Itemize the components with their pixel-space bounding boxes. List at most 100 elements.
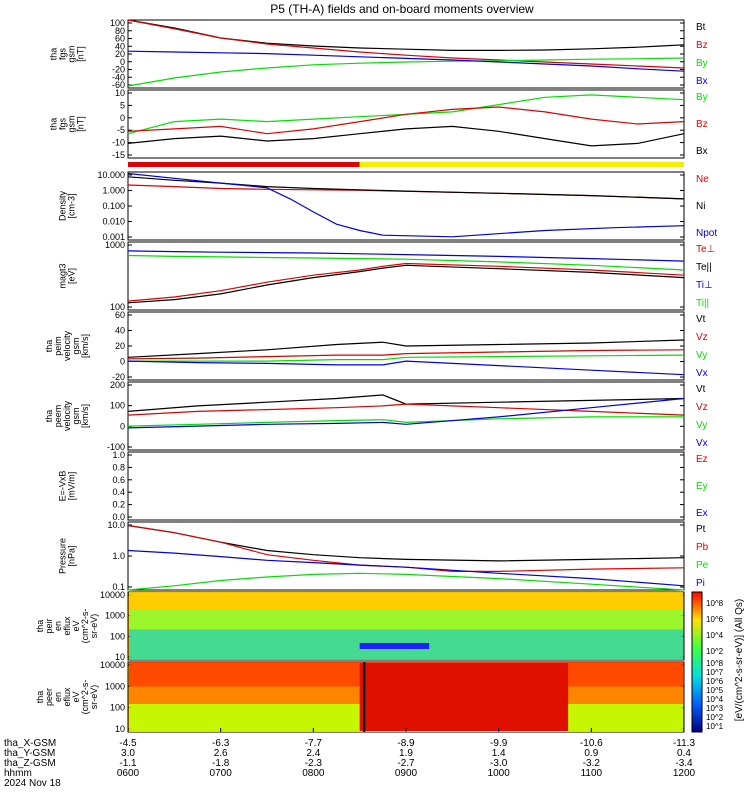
colorbar-tick: 10^4 xyxy=(706,695,724,704)
legend-Bz: Bz xyxy=(696,119,708,130)
mode-bar-segment xyxy=(128,162,360,167)
y-tick-label: 100 xyxy=(110,302,125,312)
x-row-label: 2024 Nov 18 xyxy=(4,778,61,789)
y-tick-label: 10.0 xyxy=(107,520,125,530)
legend-Ti⊥: Ti⊥ xyxy=(696,280,713,291)
y-tick-label: 0.010 xyxy=(102,217,125,227)
series-line-Bz xyxy=(127,19,685,69)
panel-frame-fgs_gsm_2 xyxy=(127,89,685,159)
x-tick-label: -11.3 xyxy=(673,738,695,749)
y-axis-label: peem xyxy=(53,405,63,428)
y-axis-label: peir xyxy=(44,618,54,633)
y-tick-label: 100 xyxy=(110,401,125,411)
y-axis-label: (cm^2-s- xyxy=(80,680,90,715)
legend-Ez: Ez xyxy=(696,454,708,465)
spectrogram-band xyxy=(359,663,569,731)
y-tick-label: -5 xyxy=(117,125,125,135)
series-line-Pi xyxy=(127,549,685,587)
y-axis-label: en xyxy=(53,621,63,631)
x-tick-label: -10.6 xyxy=(580,738,603,749)
y-tick-label: 1000 xyxy=(105,611,125,621)
legend-Pb: Pb xyxy=(696,542,709,553)
y-tick-label: 10 xyxy=(115,724,125,734)
legend-Pe: Pe xyxy=(696,560,709,571)
panel-frame-fgs_gsm_1 xyxy=(127,19,685,89)
x-tick-label: -2.3 xyxy=(305,758,323,769)
legend-Vy: Vy xyxy=(696,350,707,361)
y-tick-label: 1.0 xyxy=(112,551,125,561)
y-axis-label: tha xyxy=(49,48,59,61)
spectrogram-band xyxy=(129,609,683,630)
series-line-Bx xyxy=(127,125,685,147)
y-tick-label: -60 xyxy=(112,80,125,90)
y-axis-label: tha xyxy=(35,620,45,633)
y-tick-label: 10000 xyxy=(100,590,125,600)
x-tick-label: 0900 xyxy=(395,768,418,779)
y-tick-label: -20 xyxy=(112,65,125,75)
colorbar-tick: 10^5 xyxy=(706,686,724,695)
y-axis-label: tha xyxy=(44,410,54,423)
legend-Vz: Vz xyxy=(696,332,708,343)
legend-Ne: Ne xyxy=(696,174,709,185)
y-axis-label: velocity xyxy=(62,330,72,361)
x-tick-label: 0800 xyxy=(302,768,325,779)
legend-Bt: Bt xyxy=(696,22,706,33)
legend-Vx: Vx xyxy=(696,368,708,379)
y-axis-label: gsm xyxy=(67,45,77,62)
y-tick-label: 0.6 xyxy=(112,475,125,485)
y-axis-label: Pressure xyxy=(58,538,68,574)
y-axis-label: sr-eV) xyxy=(89,614,99,639)
y-tick-label: 10 xyxy=(115,88,125,98)
y-tick-label: 10.000 xyxy=(97,170,125,180)
x-tick-label: -8.9 xyxy=(397,738,415,749)
y-axis-label: [nT] xyxy=(76,46,86,62)
panel-frame-peem_velocity xyxy=(127,381,685,451)
x-tick-label: 0600 xyxy=(117,768,140,779)
legend-Te⊥: Te⊥ xyxy=(696,244,715,255)
colorbar-label: [eV/(cm^2-s-sr-eV)] (All Qs) xyxy=(734,599,745,721)
y-tick-label: 40 xyxy=(115,41,125,51)
y-tick-label: 60 xyxy=(115,34,125,44)
y-tick-label: 1000 xyxy=(105,681,125,691)
y-tick-label: -15 xyxy=(112,150,125,160)
y-tick-label: 0.2 xyxy=(112,500,125,510)
y-axis-label: eV xyxy=(71,691,81,702)
legend-Ex: Ex xyxy=(696,508,708,519)
series-line-Te⊥ xyxy=(127,262,685,302)
y-axis-label: [nPa] xyxy=(67,545,77,566)
legend-By: By xyxy=(696,58,708,69)
y-tick-label: 1.000 xyxy=(102,186,125,196)
colorbar-tick: 10^7 xyxy=(706,668,724,677)
series-line-Vx xyxy=(127,360,685,376)
x-tick-label: 2.4 xyxy=(306,748,320,759)
y-tick-label: 10 xyxy=(115,652,125,662)
y-tick-label: 5 xyxy=(120,100,125,110)
legend-Ti||: Ti|| xyxy=(696,298,709,309)
x-tick-label: -7.7 xyxy=(305,738,323,749)
y-tick-label: 100 xyxy=(110,18,125,28)
series-line-Ti⊥ xyxy=(127,250,685,262)
y-tick-label: 80 xyxy=(115,26,125,36)
x-tick-label: 1200 xyxy=(673,768,696,779)
y-tick-label: -100 xyxy=(107,442,125,452)
y-axis-label: fgs xyxy=(58,48,68,61)
y-tick-label: 200 xyxy=(110,380,125,390)
series-line-Vy xyxy=(128,354,685,362)
colorbar-tick: 10^1 xyxy=(706,722,724,731)
x-tick-label: -3.2 xyxy=(583,758,601,769)
y-tick-label: 0 xyxy=(120,57,125,67)
y-axis-label: [cm-3] xyxy=(67,193,77,218)
y-tick-label: 20 xyxy=(115,341,125,351)
y-tick-label: 0.1 xyxy=(112,582,125,592)
colorbar-tick: 10^4 xyxy=(706,631,724,640)
y-tick-label: 0 xyxy=(120,113,125,123)
y-tick-label: 0.8 xyxy=(112,462,125,472)
x-tick-label: -4.5 xyxy=(119,738,137,749)
x-tick-label: 0.4 xyxy=(677,748,691,759)
y-axis-label: peer xyxy=(44,688,54,706)
y-tick-label: 100 xyxy=(110,631,125,641)
y-axis-label: [nT] xyxy=(76,116,86,132)
legend-By: By xyxy=(696,92,708,103)
y-axis-label: velocity xyxy=(62,400,72,431)
